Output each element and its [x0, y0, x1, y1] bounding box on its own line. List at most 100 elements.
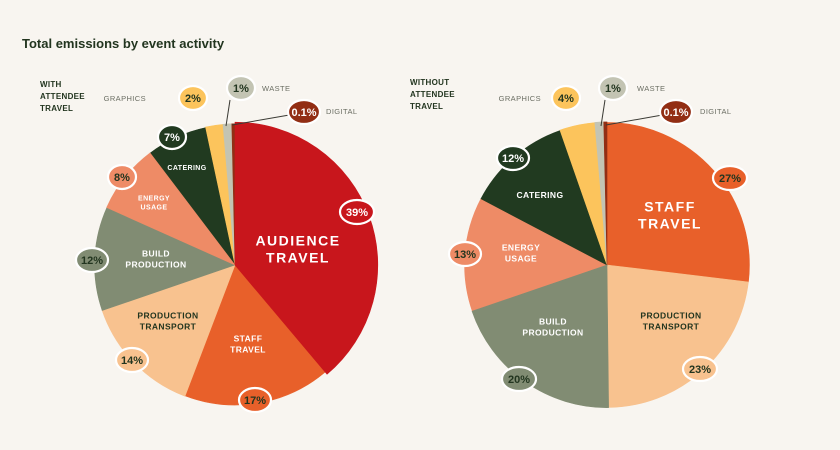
- slice-label-line: CATERING: [517, 190, 564, 200]
- slice-label-line: STAFF: [644, 198, 696, 214]
- pct-badge-catering: 7%: [156, 123, 188, 151]
- slice-label-line: GRAPHICS: [499, 94, 541, 103]
- slice-label-line: PRODUCTION: [522, 328, 583, 338]
- pct-value: 39%: [346, 207, 368, 219]
- pct-value: 2%: [185, 93, 201, 105]
- slice-label-line: TRAVEL: [638, 215, 702, 231]
- slice-label-line: STAFF: [234, 334, 263, 344]
- left-label-line: ATTENDEE: [40, 92, 85, 101]
- slice-label-line: WASTE: [637, 84, 665, 93]
- pct-value: 1%: [233, 83, 249, 95]
- pct-badge-bubble: [286, 98, 322, 126]
- pct-value: 7%: [164, 132, 180, 144]
- pct-badge-bubble: [597, 74, 629, 102]
- pct-badge-bubble: [225, 74, 257, 102]
- pct-badge-bubble: [447, 240, 483, 268]
- slice-production-transport: [606, 264, 749, 408]
- pct-badge-build-production: 12%: [74, 246, 110, 274]
- pct-value: 14%: [121, 355, 143, 367]
- pct-badge-energy-usage: 13%: [447, 240, 483, 268]
- pct-badge-audience-travel: 39%: [338, 198, 376, 226]
- slice-label-line: CATERING: [167, 165, 206, 172]
- pct-value: 23%: [689, 364, 711, 376]
- slice-label-digital: DIGITAL: [326, 107, 357, 116]
- slice-label-line: TRAVEL: [230, 345, 266, 355]
- pct-badge-energy-usage: 8%: [106, 163, 138, 191]
- pct-value: 0.1%: [291, 107, 316, 119]
- pct-badge-staff-travel: 27%: [711, 164, 749, 192]
- slice-label-staff-travel: STAFF TRAVEL: [638, 198, 702, 231]
- pct-badge-build-production: 20%: [500, 365, 538, 393]
- pct-badge-bubble: [177, 84, 209, 112]
- pct-value: 20%: [508, 374, 530, 386]
- pct-badge-bubble: [114, 346, 150, 374]
- pct-value: 4%: [558, 93, 574, 105]
- pct-badge-digital: 0.1%: [658, 98, 694, 126]
- pct-badge-graphics: 2%: [177, 84, 209, 112]
- right-label-line: ATTENDEE: [410, 90, 455, 99]
- pct-badge-bubble: [681, 355, 719, 383]
- pct-badge-bubble: [74, 246, 110, 274]
- slice-label-build-production: BUILD PRODUCTION: [125, 249, 186, 270]
- slice-label-graphics: GRAPHICS: [499, 94, 541, 103]
- slice-label-production-transport: PRODUCTION TRANSPORT: [640, 311, 701, 332]
- pct-badge-bubble: [550, 84, 582, 112]
- slice-label-line: AUDIENCE: [255, 232, 340, 248]
- right-label-line: TRAVEL: [410, 102, 444, 111]
- pct-value: 12%: [502, 153, 524, 165]
- chart-title: Total emissions by event activity: [22, 36, 225, 51]
- slice-label-line: ENERGY: [502, 243, 540, 253]
- right-label-line: WITHOUT: [410, 78, 450, 87]
- pct-value: 12%: [81, 255, 103, 267]
- slice-label-line: DIGITAL: [326, 107, 357, 116]
- pct-badge-production-transport: 14%: [114, 346, 150, 374]
- pct-badge-bubble: [338, 198, 376, 226]
- pct-value: 13%: [454, 249, 476, 261]
- pct-badge-production-transport: 23%: [681, 355, 719, 383]
- slice-label-digital: DIGITAL: [700, 107, 731, 116]
- slice-staff-travel: [606, 122, 750, 283]
- slice-label-production-transport: PRODUCTION TRANSPORT: [137, 311, 198, 332]
- slice-digital: [603, 121, 608, 266]
- slice-label-line: TRANSPORT: [643, 322, 700, 332]
- slice-label-staff-travel: STAFF TRAVEL: [230, 334, 266, 355]
- slice-label-waste: WASTE: [637, 84, 665, 93]
- slice-label-build-production: BUILD PRODUCTION: [522, 317, 583, 338]
- slice-label-line: DIGITAL: [700, 107, 731, 116]
- slice-label-line: PRODUCTION: [640, 311, 701, 321]
- pct-badge-bubble: [711, 164, 749, 192]
- pct-badge-digital: 0.1%: [286, 98, 322, 126]
- pct-badge-staff-travel: 17%: [237, 386, 273, 414]
- slice-label-waste: WASTE: [262, 84, 290, 93]
- pct-value: 0.1%: [663, 107, 688, 119]
- slice-label-line: BUILD: [539, 317, 567, 327]
- left-label-line: WITH: [40, 80, 62, 89]
- slice-label-line: GRAPHICS: [104, 94, 146, 103]
- leader-line: [225, 99, 231, 127]
- slice-label-energy-usage: ENERGY USAGE: [138, 195, 170, 211]
- leader-line: [600, 99, 606, 127]
- slice-label-catering: CATERING: [517, 190, 564, 200]
- slice-label-line: PRODUCTION: [125, 260, 186, 270]
- slice-label-line: PRODUCTION: [137, 311, 198, 321]
- pct-badge-bubble: [156, 123, 188, 151]
- slice-label-line: WASTE: [262, 84, 290, 93]
- slice-label-line: USAGE: [141, 204, 168, 211]
- slice-label-line: TRANSPORT: [140, 322, 197, 332]
- leader-line: [231, 113, 296, 126]
- pct-value: 8%: [114, 172, 130, 184]
- slice-label-line: TRAVEL: [266, 249, 330, 265]
- pct-badge-bubble: [237, 386, 273, 414]
- pct-badge-bubble: [658, 98, 694, 126]
- slice-label-energy-usage: ENERGY USAGE: [502, 243, 540, 264]
- slice-label-line: USAGE: [505, 254, 537, 264]
- pct-badge-bubble: [106, 163, 138, 191]
- slice-label-line: ENERGY: [138, 195, 170, 202]
- pct-badge-graphics: 4%: [550, 84, 582, 112]
- pct-badge-bubble: [500, 365, 538, 393]
- right-chart-label: WITHOUT ATTENDEE TRAVEL: [410, 77, 455, 113]
- pct-badge-bubble: [495, 144, 531, 172]
